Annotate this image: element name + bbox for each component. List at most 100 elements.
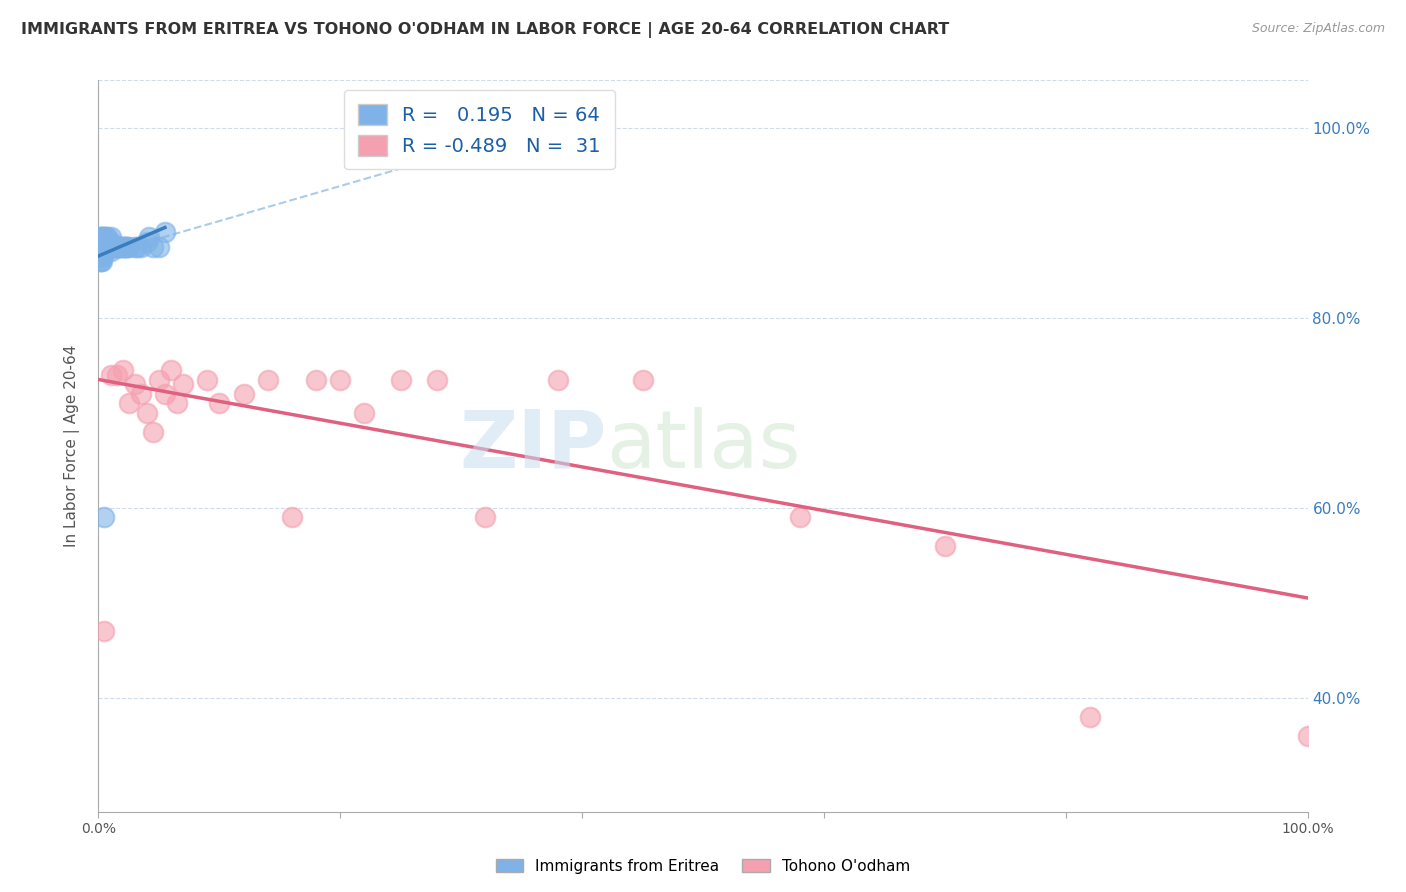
Point <box>142 239 165 253</box>
Point <box>353 406 375 420</box>
Point <box>91 244 114 259</box>
Point <box>91 235 114 249</box>
Point <box>91 239 114 253</box>
Point <box>89 235 111 249</box>
Point <box>98 239 121 253</box>
Point <box>89 239 111 253</box>
Point <box>104 239 127 253</box>
Point <box>97 239 120 253</box>
Point <box>111 239 134 253</box>
Point <box>110 239 132 253</box>
Point <box>111 363 134 377</box>
Point <box>91 253 114 268</box>
Point <box>129 386 152 401</box>
Text: atlas: atlas <box>606 407 800 485</box>
Point <box>93 624 115 639</box>
Point <box>148 239 170 253</box>
Point <box>232 386 254 401</box>
Point <box>124 239 146 253</box>
Point <box>93 235 115 249</box>
Point <box>115 239 138 253</box>
Point <box>153 225 176 239</box>
Point <box>107 239 129 253</box>
Text: IMMIGRANTS FROM ERITREA VS TOHONO O'ODHAM IN LABOR FORCE | AGE 20-64 CORRELATION: IMMIGRANTS FROM ERITREA VS TOHONO O'ODHA… <box>21 22 949 38</box>
Point <box>89 230 111 244</box>
Point <box>934 539 956 553</box>
Point <box>96 239 118 253</box>
Point <box>105 239 128 253</box>
Point <box>90 239 112 253</box>
Point <box>103 239 125 253</box>
Point <box>631 372 654 386</box>
Point <box>93 510 115 524</box>
Point <box>90 235 112 249</box>
Point <box>153 386 176 401</box>
Point <box>118 396 141 410</box>
Point <box>91 244 114 259</box>
Point <box>129 239 152 253</box>
Point <box>100 368 122 382</box>
Point <box>426 372 449 386</box>
Point <box>114 239 136 253</box>
Point <box>96 235 118 249</box>
Point <box>90 244 112 259</box>
Point <box>91 239 114 253</box>
Point <box>281 510 304 524</box>
Point <box>118 239 141 253</box>
Point <box>108 239 131 253</box>
Point <box>94 239 117 253</box>
Point <box>124 377 146 392</box>
Point <box>96 230 118 244</box>
Point <box>89 244 111 259</box>
Point <box>305 372 328 386</box>
Point <box>195 372 218 386</box>
Point <box>148 372 170 386</box>
Text: Source: ZipAtlas.com: Source: ZipAtlas.com <box>1251 22 1385 36</box>
Point <box>91 249 114 263</box>
Point <box>474 510 496 524</box>
Point <box>100 230 122 244</box>
Point <box>135 406 157 420</box>
Point <box>91 249 114 263</box>
Point <box>1296 729 1319 743</box>
Point <box>160 363 183 377</box>
Point <box>117 239 139 253</box>
Point <box>90 253 112 268</box>
Point <box>100 244 122 259</box>
Legend: Immigrants from Eritrea, Tohono O'odham: Immigrants from Eritrea, Tohono O'odham <box>489 853 917 880</box>
Point <box>142 425 165 439</box>
Point <box>90 230 112 244</box>
Point <box>98 235 121 249</box>
Point <box>138 230 160 244</box>
Point <box>101 239 124 253</box>
Point <box>105 368 128 382</box>
Point <box>93 244 115 259</box>
Point <box>91 230 114 244</box>
Point <box>172 377 194 392</box>
Point <box>1078 710 1101 724</box>
Point <box>108 239 131 253</box>
Point <box>100 239 122 253</box>
Point <box>166 396 188 410</box>
Point <box>89 253 111 268</box>
Point <box>256 372 278 386</box>
Point <box>389 372 412 386</box>
Point <box>91 235 114 249</box>
Point <box>97 235 120 249</box>
Legend: R =   0.195   N = 64, R = -0.489   N =  31: R = 0.195 N = 64, R = -0.489 N = 31 <box>344 90 614 169</box>
Point <box>91 230 114 244</box>
Point <box>208 396 231 410</box>
Point <box>94 230 117 244</box>
Point <box>789 510 811 524</box>
Point <box>112 239 135 253</box>
Point <box>329 372 352 386</box>
Point <box>547 372 569 386</box>
Point <box>93 239 115 253</box>
Point <box>100 239 122 253</box>
Point <box>93 230 115 244</box>
Point <box>90 249 112 263</box>
Text: ZIP: ZIP <box>458 407 606 485</box>
Point <box>135 235 157 249</box>
Point <box>94 235 117 249</box>
Y-axis label: In Labor Force | Age 20-64: In Labor Force | Age 20-64 <box>63 345 80 547</box>
